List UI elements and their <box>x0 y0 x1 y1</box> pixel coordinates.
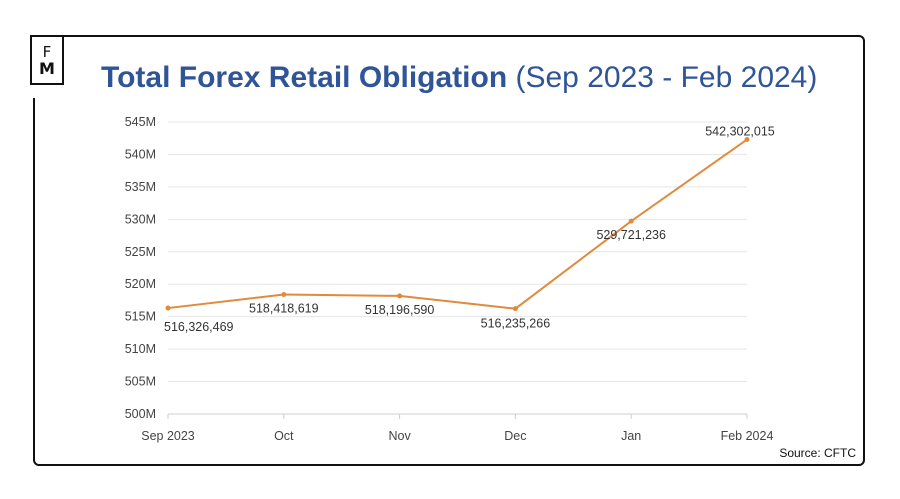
data-point <box>628 218 634 224</box>
y-tick-label: 535M <box>125 180 156 194</box>
series-line <box>167 138 748 310</box>
data-point <box>744 137 750 143</box>
data-label: 518,418,619 <box>249 301 319 315</box>
logo-gap <box>28 84 36 98</box>
y-tick-label: 500M <box>125 407 156 421</box>
y-tick-label: 530M <box>125 212 156 226</box>
data-point <box>397 293 403 299</box>
data-label: 529,721,236 <box>596 228 666 242</box>
source-note: Source: CFTC <box>779 446 856 460</box>
x-tick-label: Nov <box>388 429 411 443</box>
gridlines <box>167 121 748 419</box>
x-tick-label: Dec <box>504 429 526 443</box>
x-tick-label: Oct <box>274 429 294 443</box>
chart-frame <box>33 35 865 466</box>
logo-letter-f: F <box>42 42 52 61</box>
data-label: 516,235,266 <box>481 317 551 331</box>
data-label: 542,302,015 <box>705 125 775 139</box>
logo-letter-m: M <box>39 58 55 78</box>
y-tick-label: 515M <box>125 310 156 324</box>
x-tick-label: Sep 2023 <box>141 429 195 443</box>
data-point <box>165 305 171 311</box>
data-label: 518,196,590 <box>365 303 435 317</box>
series-polyline <box>167 138 748 310</box>
x-tick-label: Jan <box>621 429 641 443</box>
y-tick-label: 520M <box>125 277 156 291</box>
data-point <box>281 291 287 297</box>
y-tick-label: 505M <box>125 375 156 389</box>
data-labels: 516,326,469 518,418,619 518,196,590 516,235… <box>164 125 775 335</box>
data-points <box>165 137 750 312</box>
chart-title-date-range: (Sep 2023 - Feb 2024) <box>515 61 818 94</box>
data-label: 516,326,469 <box>164 320 234 334</box>
chart-title: Total Forex Retail Obligation (Sep 2023 … <box>101 58 817 98</box>
data-point <box>512 306 518 312</box>
chart-title-main: Total Forex Retail Obligation <box>101 61 508 94</box>
brand-logo: F M <box>30 35 64 85</box>
y-tick-label: 545M <box>125 115 156 129</box>
y-tick-label: 540M <box>125 147 156 161</box>
x-axis-ticks: Sep 2023 Oct Nov Dec Jan Feb 2024 <box>141 429 773 443</box>
x-tick-label: Feb 2024 <box>721 429 774 443</box>
y-axis-ticks: 500M 505M 510M 515M 520M 525M 530M 535M 540M 545M <box>125 115 156 421</box>
y-tick-label: 525M <box>125 245 156 259</box>
y-tick-label: 510M <box>125 342 156 356</box>
